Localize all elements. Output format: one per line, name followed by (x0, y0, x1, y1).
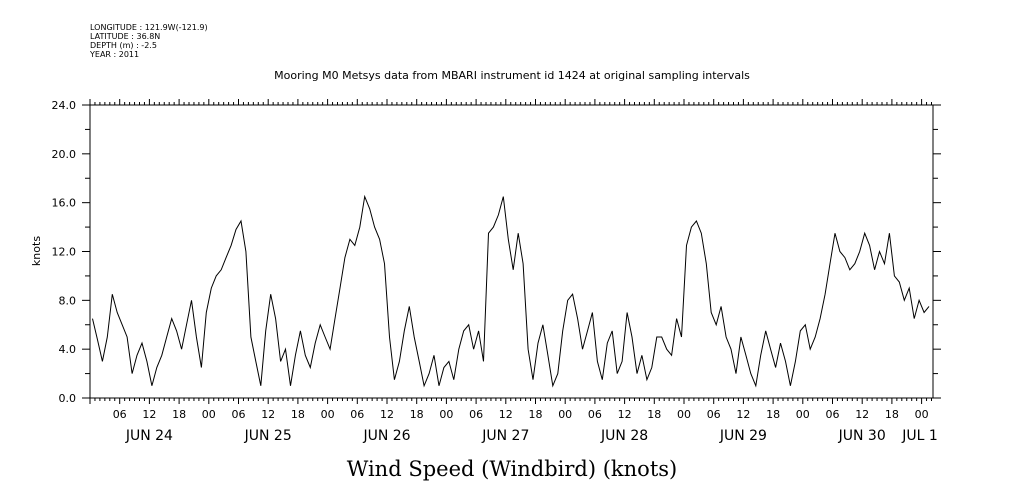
x-axis: 06 12 18 00 06 12 18 00 06 12 18 00 06 12 18 00 06 12 18 00… (89, 99, 938, 444)
x-hour-label: 00 (558, 408, 572, 421)
y-axis-label: knots (30, 236, 43, 266)
chart-title: Mooring M0 Metsys data from MBARI instru… (274, 69, 750, 82)
x-hour-label: 06 (707, 408, 721, 421)
x-hour-label: 18 (885, 408, 899, 421)
x-hour-label: 00 (915, 408, 929, 421)
x-hour-label: 12 (736, 408, 750, 421)
meta-longitude: LONGITUDE : 121.9W(-121.9) (90, 23, 208, 32)
y-tick-label: 8.0 (59, 294, 77, 307)
x-hour-label: 00 (321, 408, 335, 421)
x-hour-label: 18 (647, 408, 661, 421)
x-hour-label: 00 (796, 408, 810, 421)
x-hour-label: 06 (350, 408, 364, 421)
x-hour-label: 00 (439, 408, 453, 421)
x-hour-label: 18 (172, 408, 186, 421)
x-day-label: JUN 30 (838, 428, 886, 444)
x-hour-label: 12 (142, 408, 156, 421)
x-hour-label: 12 (499, 408, 513, 421)
x-day-label: JUN 28 (600, 428, 648, 444)
y-tick-label: 12.0 (52, 246, 77, 259)
y-axis: 0.0 4.0 8.0 12.0 16.0 20.0 24.0 (52, 99, 941, 405)
x-hour-label: 06 (826, 408, 840, 421)
x-hour-label: 18 (529, 408, 543, 421)
y-tick-label: 4.0 (59, 343, 77, 356)
x-day-label: JUN 25 (244, 428, 292, 444)
x-hour-label: 12 (261, 408, 275, 421)
x-hour-label: 12 (855, 408, 869, 421)
x-day-label: JUN 29 (719, 428, 767, 444)
x-hour-label: 06 (113, 408, 127, 421)
y-tick-label: 20.0 (52, 148, 77, 161)
plot-frame (89, 104, 934, 399)
x-hour-label: 12 (618, 408, 632, 421)
x-day-label: JUN 26 (362, 428, 410, 444)
y-tick-label: 16.0 (52, 197, 77, 210)
y-tick-label: 24.0 (52, 99, 77, 112)
x-hour-label: 18 (291, 408, 305, 421)
x-hour-label: 12 (380, 408, 394, 421)
x-hour-label: 18 (766, 408, 780, 421)
x-hour-label: 00 (677, 408, 691, 421)
y-tick-label: 0.0 (59, 392, 77, 405)
x-day-label: JUN 24 (125, 428, 173, 444)
meta-year: YEAR : 2011 (89, 50, 139, 59)
meta-latitude: LATITUDE : 36.8N (90, 32, 160, 41)
x-hour-label: 00 (202, 408, 216, 421)
x-hour-label: 06 (469, 408, 483, 421)
metadata-block: LONGITUDE : 121.9W(-121.9) LATITUDE : 36… (89, 23, 208, 59)
x-day-label: JUN 27 (481, 428, 529, 444)
x-hour-label: 18 (410, 408, 424, 421)
x-day-label: JUL 1 (901, 428, 938, 444)
x-axis-label: Wind Speed (Windbird) (knots) (347, 457, 677, 481)
x-hour-label: 06 (588, 408, 602, 421)
wind-speed-series-line (92, 194, 930, 388)
x-hour-label: 06 (232, 408, 246, 421)
meta-depth: DEPTH (m) : -2.5 (90, 41, 157, 50)
